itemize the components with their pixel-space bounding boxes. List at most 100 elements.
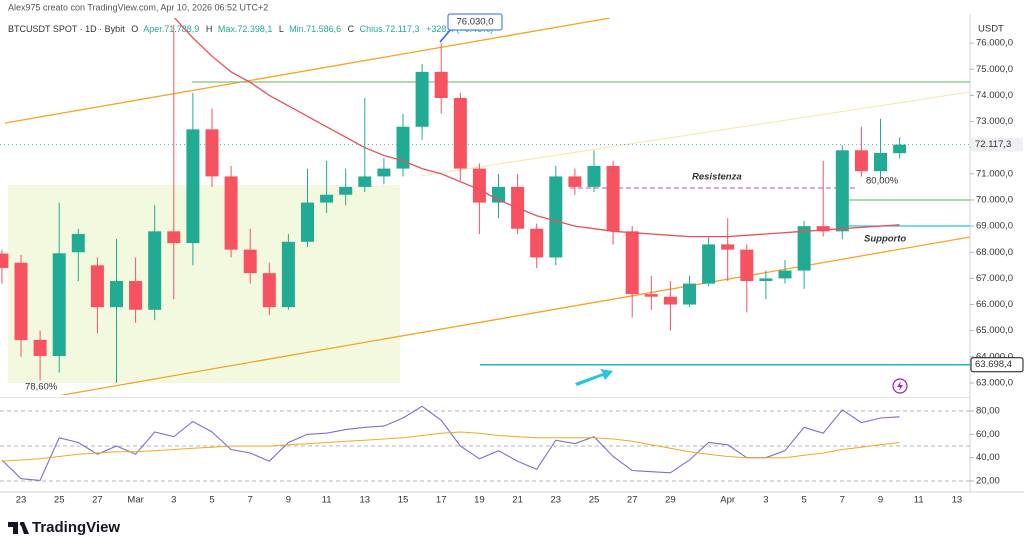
ohlc-value: Max.72.398,1: [218, 24, 273, 34]
candle-body: [530, 228, 544, 258]
y-tick-label: 70.000,0: [976, 194, 1013, 205]
candle-body: [0, 253, 9, 268]
y-tick-label: 64.000,0: [976, 351, 1013, 362]
x-tick-label: 15: [398, 495, 409, 506]
ohlc-value: Aper.71.788,9: [143, 24, 199, 34]
candle-body: [606, 165, 620, 232]
candle-body: [301, 202, 314, 242]
alert-icon: [892, 378, 908, 394]
symbol: BTCUSDT SPOT · 1D · Bybit: [8, 24, 125, 34]
channel-line: [419, 91, 970, 177]
x-tick-label: 11: [914, 495, 924, 506]
x-tick-label: 17: [436, 495, 447, 506]
attribution: Alex975 creato con TradingView.com, Apr …: [8, 2, 268, 12]
candle-body: [453, 98, 467, 169]
price-tag: [970, 357, 1024, 373]
x-tick-label: 5: [209, 495, 214, 506]
y-tick-label: 71.000,0: [976, 168, 1013, 179]
candle-body: [874, 152, 887, 172]
x-tick-label: 21: [512, 495, 523, 506]
legend: BTCUSDT SPOT · 1D · Bybit O Aper.71.788,…: [8, 24, 493, 34]
y-tick-label: 66.000,0: [976, 299, 1013, 310]
x-tick-label: Apr: [720, 495, 735, 506]
x-tick-label: 29: [665, 495, 676, 506]
candle-body: [721, 244, 735, 250]
y-tick-label: 20,00: [976, 476, 1000, 487]
x-tick-label: 19: [474, 495, 485, 506]
price-pane: [0, 18, 970, 395]
x-tick-label: 23: [551, 495, 562, 506]
candle-body: [358, 176, 372, 187]
x-tick-label: 9: [286, 495, 291, 506]
trend-line: [4, 18, 611, 124]
ohlc-key: H: [206, 24, 213, 34]
x-tick-label: 27: [627, 495, 638, 506]
candle-body: [33, 339, 47, 357]
candle-body: [320, 194, 334, 203]
y-tick-label: 68.000,0: [976, 247, 1013, 258]
y-tick-label: 76.000,0: [976, 38, 1013, 49]
candle-body: [663, 296, 677, 305]
y-tick-label: 69.000,0: [976, 221, 1013, 232]
alert-bolt: [897, 381, 903, 391]
x-tick-label: 25: [589, 495, 600, 506]
logo: TradingView: [8, 519, 120, 536]
x-tick-label: 11: [322, 495, 332, 506]
resistance-label: Resistenza: [692, 172, 742, 183]
candle-body: [14, 262, 28, 341]
candle-body: [129, 281, 143, 310]
candle-body: [262, 273, 276, 308]
price-tag: [971, 137, 1023, 152]
logo-text: TradingView: [32, 519, 120, 536]
candle-body: [205, 129, 219, 177]
x-tick-label: 23: [16, 495, 27, 506]
candle-body: [243, 249, 257, 274]
candle-body: [587, 165, 601, 187]
candle-body: [778, 270, 792, 279]
callout-text: 76.030,0: [457, 17, 494, 28]
candle-body: [71, 233, 85, 253]
candle-body: [52, 253, 66, 357]
x-tick-label: 7: [248, 495, 253, 506]
arrow: [575, 369, 613, 386]
x-tick-label: 3: [763, 495, 768, 506]
candle-body: [854, 150, 868, 172]
candle-body: [396, 126, 410, 169]
y-tick-label: 65.000,0: [976, 325, 1013, 336]
x-tick-label: 27: [92, 495, 103, 506]
candle-body: [702, 244, 716, 284]
candle-body: [377, 168, 391, 177]
fib-label: 78,60%: [25, 382, 58, 393]
y-tick-label: 73.000,0: [976, 116, 1013, 127]
trend-line: [58, 236, 970, 395]
x-tick-label: 3: [171, 495, 176, 506]
price-tag-label: 63.698,4: [975, 359, 1012, 370]
y-tick-label: 74.000,0: [976, 90, 1013, 101]
candle-body: [568, 176, 582, 187]
line: [1, 431, 900, 462]
fib-zone: [8, 185, 400, 383]
candle-body: [625, 231, 639, 295]
candle-body: [893, 144, 907, 154]
callout-box: [447, 13, 503, 31]
fib-label: 80,00%: [866, 176, 899, 187]
ohlc-value: Chius.72.117,3: [360, 24, 420, 34]
support-label: Supporto: [864, 234, 906, 245]
candle-body: [740, 249, 754, 282]
y-tick-label: 75.000,0: [976, 64, 1013, 75]
candle-body: [816, 226, 830, 232]
logo-dot: [20, 522, 24, 526]
ohlc-key: L: [279, 24, 284, 34]
ohlc-key: C: [348, 24, 355, 34]
candle-body: [549, 176, 563, 258]
y-tick-label: 67.000,0: [976, 273, 1013, 284]
candle-body: [683, 283, 696, 305]
candle-body: [835, 150, 849, 232]
candle-body: [644, 294, 658, 297]
candle-body: [472, 168, 486, 203]
y-tick-label: 80,00: [976, 405, 1000, 416]
x-tick-label: 7: [840, 495, 845, 506]
currency: USDT: [978, 24, 1004, 35]
moving-average: [173, 18, 900, 238]
ohlc-value: Min.71.586,6: [289, 24, 341, 34]
